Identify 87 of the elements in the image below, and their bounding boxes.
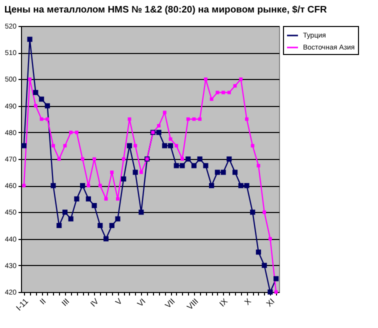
- x-tick-label: X: [242, 296, 254, 307]
- point: [46, 117, 50, 121]
- point: [186, 156, 191, 162]
- point: [220, 170, 226, 175]
- point: [262, 210, 266, 214]
- point: [104, 197, 108, 201]
- point: [86, 196, 91, 202]
- x-tick-label: II: [38, 296, 48, 306]
- point: [62, 210, 68, 215]
- point: [209, 183, 214, 188]
- point: [86, 184, 90, 188]
- point: [103, 236, 109, 242]
- x-tick-label: IX: [218, 296, 230, 309]
- point: [157, 124, 161, 128]
- point: [109, 222, 114, 228]
- point: [162, 143, 168, 148]
- point: [56, 222, 62, 228]
- x-tick-label: VII: [163, 296, 177, 310]
- point: [74, 196, 80, 202]
- point: [168, 143, 174, 148]
- x-tick-label: I-11: [14, 296, 30, 312]
- point: [115, 216, 120, 222]
- point: [233, 84, 237, 88]
- point: [197, 156, 202, 162]
- x-tick-label: VI: [136, 296, 148, 309]
- point: [262, 262, 267, 268]
- point: [98, 222, 103, 228]
- x-tick-label: V: [114, 296, 124, 307]
- point: [186, 117, 190, 121]
- point: [40, 117, 44, 121]
- point: [250, 210, 256, 215]
- point: [69, 130, 73, 134]
- x-tick-label: XI: [264, 296, 276, 309]
- point: [210, 97, 214, 101]
- point: [204, 77, 208, 81]
- point: [63, 144, 67, 148]
- point: [268, 237, 272, 241]
- point: [139, 170, 143, 174]
- point: [238, 183, 244, 188]
- point: [174, 144, 178, 148]
- x-tick-label: VIII: [185, 296, 200, 312]
- point: [38, 96, 44, 102]
- point: [134, 144, 138, 148]
- point: [80, 183, 86, 188]
- point: [28, 77, 32, 81]
- point: [268, 289, 273, 295]
- point: [168, 137, 172, 141]
- point: [256, 250, 262, 255]
- point: [52, 144, 55, 148]
- x-tick-label: IV: [88, 296, 101, 309]
- point: [250, 144, 254, 148]
- point: [239, 77, 243, 81]
- point: [226, 156, 232, 162]
- point: [44, 103, 50, 108]
- point: [33, 90, 38, 96]
- point: [110, 170, 114, 174]
- point: [162, 110, 166, 114]
- point: [192, 117, 196, 121]
- point: [74, 130, 78, 134]
- point: [198, 117, 202, 121]
- point: [126, 143, 132, 148]
- chart-title: Цены на металлолом HMS № 1&2 (80:20) на мировом рынке, $/т CFR: [4, 4, 328, 16]
- point: [92, 203, 97, 208]
- point: [245, 117, 248, 121]
- point: [132, 170, 138, 175]
- point: [116, 197, 120, 201]
- x-tick-label: III: [60, 296, 72, 308]
- point: [191, 163, 197, 168]
- point: [27, 36, 32, 42]
- point: [68, 216, 74, 222]
- point: [22, 184, 26, 188]
- point: [232, 170, 238, 175]
- point: [156, 130, 162, 135]
- point: [180, 163, 185, 168]
- point: [21, 143, 26, 148]
- point: [244, 183, 250, 188]
- point: [203, 163, 208, 168]
- point: [174, 163, 179, 168]
- point: [128, 117, 132, 121]
- point: [214, 170, 220, 175]
- point: [34, 104, 38, 108]
- point: [138, 210, 144, 215]
- point: [50, 183, 56, 188]
- point: [121, 176, 126, 182]
- point: [256, 164, 260, 168]
- point: [98, 184, 102, 188]
- point: [274, 276, 279, 282]
